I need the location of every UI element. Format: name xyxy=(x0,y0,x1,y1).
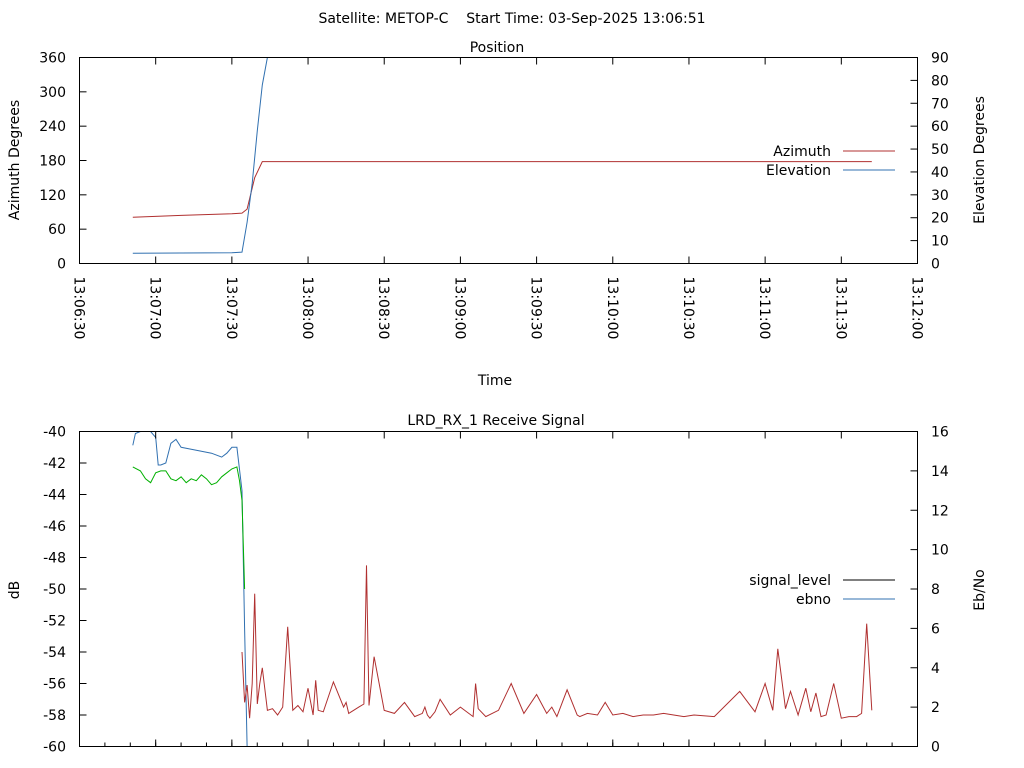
receive-signal-chart: LRD_RX_1 Receive Signal -60 -58 -56 -54 -52 -… xyxy=(7,413,988,756)
receive-signal-chart-ylabel: dB xyxy=(7,581,23,600)
y2-tick-label: 0 xyxy=(931,257,940,273)
x-tick-label: 13:07:30 xyxy=(223,277,239,340)
y2-tick-label: 10 xyxy=(931,543,949,559)
y2-tick-label: 30 xyxy=(931,188,949,204)
series-line-azimuth xyxy=(132,161,872,218)
y-tick-label: 60 xyxy=(48,222,66,238)
receive-signal-chart-title: LRD_RX_1 Receive Signal xyxy=(407,413,584,429)
y2-tick-label: 10 xyxy=(931,234,949,250)
y-tick-label: -42 xyxy=(43,456,66,472)
legend-label-signal-level: signal_level xyxy=(749,573,831,589)
y-tick-label: 180 xyxy=(39,154,66,170)
series-line-elevation xyxy=(132,57,268,254)
y-tick-label: -50 xyxy=(43,582,66,598)
y-tick-label: -56 xyxy=(43,677,66,693)
signal-series-line-1 xyxy=(132,431,248,747)
y-tick-label: -60 xyxy=(43,740,66,756)
position-chart-ylabel: Azimuth Degrees xyxy=(7,100,23,220)
y2-tick-label: 0 xyxy=(931,740,940,756)
position-chart: Position 0 60 120 180 240 300 360 0 10 20 30 40 50 60… xyxy=(7,40,988,389)
y2-tick-label: 40 xyxy=(931,165,949,181)
y-tick-label: -58 xyxy=(43,708,66,724)
x-tick-label: 13:08:00 xyxy=(299,277,315,340)
y-tick-label: 240 xyxy=(39,119,66,135)
x-tick-label: 13:10:00 xyxy=(604,277,620,340)
x-tick-label: 13:11:00 xyxy=(756,277,772,340)
y2-tick-label: 6 xyxy=(931,621,940,637)
y2-tick-label: 4 xyxy=(931,661,940,677)
legend-label-elevation: Elevation xyxy=(766,163,831,179)
position-chart-frame xyxy=(79,57,918,264)
y2-tick-label: 50 xyxy=(931,142,949,158)
y2-tick-label: 2 xyxy=(931,700,940,716)
x-tick-label: 13:10:30 xyxy=(680,277,696,340)
signal-series-line-3 xyxy=(241,565,873,720)
x-tick-label: 13:09:00 xyxy=(451,277,467,340)
y-tick-label: -54 xyxy=(43,645,66,661)
signal-series-line-2 xyxy=(132,466,246,590)
y2-tick-label: 14 xyxy=(931,464,949,480)
y-tick-label: 120 xyxy=(39,188,66,204)
y2-tick-label: 20 xyxy=(931,211,949,227)
x-tick-label: 13:07:00 xyxy=(147,277,163,340)
receive-signal-chart-frame xyxy=(79,431,918,747)
y2-tick-label: 16 xyxy=(931,425,949,441)
y2-tick-label: 80 xyxy=(931,73,949,89)
x-tick-label: 13:06:30 xyxy=(71,277,87,340)
position-chart-xlabel: Time xyxy=(477,373,512,389)
y-tick-label: -46 xyxy=(43,519,66,535)
y-tick-label: 300 xyxy=(39,85,66,101)
plot-header: Satellite: METOP-C Start Time: 03-Sep-20… xyxy=(318,11,705,27)
position-chart-title: Position xyxy=(470,40,525,56)
receive-signal-chart-y2label: Eb/No xyxy=(972,569,988,611)
y2-tick-label: 70 xyxy=(931,96,949,112)
x-tick-label: 13:08:30 xyxy=(375,277,391,340)
x-tick-label: 13:11:30 xyxy=(832,277,848,340)
y2-tick-label: 12 xyxy=(931,503,949,519)
y2-tick-label: 8 xyxy=(931,582,940,598)
y-tick-label: -44 xyxy=(43,488,66,504)
y-tick-label: 0 xyxy=(57,257,66,273)
legend-label-ebno: ebno xyxy=(796,592,831,608)
x-tick-label: 13:12:00 xyxy=(909,277,925,340)
y-tick-label: -40 xyxy=(43,425,66,441)
y2-tick-label: 60 xyxy=(931,119,949,135)
y2-tick-label: 90 xyxy=(931,51,949,67)
x-tick-label: 13:09:30 xyxy=(528,277,544,340)
position-chart-y2label: Elevation Degrees xyxy=(972,96,988,224)
y-tick-label: 360 xyxy=(39,51,66,67)
y-tick-label: -52 xyxy=(43,614,66,630)
legend-label-azimuth: Azimuth xyxy=(773,144,831,160)
y-tick-label: -48 xyxy=(43,551,66,567)
